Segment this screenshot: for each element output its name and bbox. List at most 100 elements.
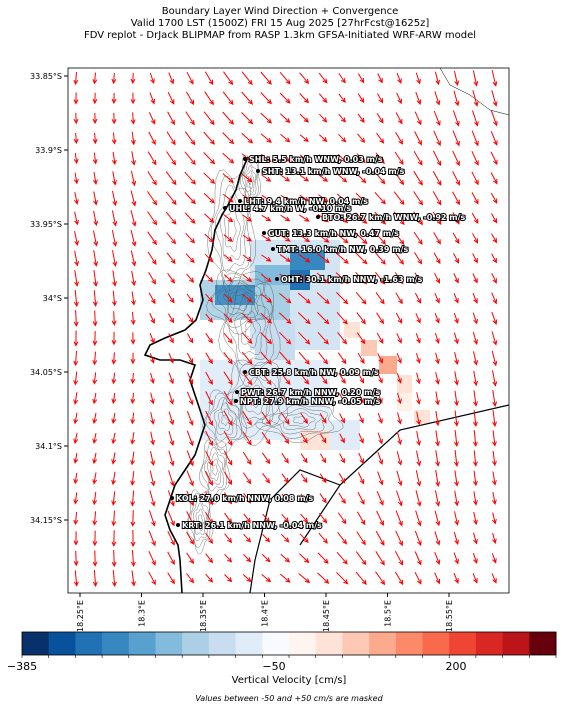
- wind-arrow: [355, 551, 367, 566]
- wind-arrow: [73, 330, 79, 347]
- contour: [244, 320, 256, 340]
- wind-arrow: [298, 234, 311, 243]
- wind-arrow: [374, 251, 386, 265]
- wind-arrow: [377, 353, 383, 364]
- wind-arrow: [73, 112, 79, 125]
- contour: [212, 464, 218, 476]
- lon-label: 18.35°E: [199, 600, 208, 632]
- wind-arrow: [168, 392, 174, 405]
- wind-arrow: [111, 112, 117, 125]
- wind-arrow: [130, 190, 137, 207]
- contour: [254, 399, 344, 444]
- wind-arrow: [279, 371, 291, 385]
- colorbar-segment: [315, 632, 343, 655]
- wind-arrow: [338, 113, 347, 123]
- wind-arrow: [317, 213, 330, 223]
- wind-arrow: [205, 491, 214, 506]
- wind-arrow: [472, 312, 478, 325]
- wind-arrow: [318, 154, 328, 162]
- wind-arrow: [318, 93, 328, 104]
- wind-arrow: [472, 331, 478, 345]
- wind-arrow: [204, 233, 215, 243]
- wind-arrow: [300, 412, 309, 425]
- wind-arrow: [74, 250, 80, 267]
- wind-arrow: [453, 531, 459, 546]
- colorbar-segment: [22, 632, 50, 655]
- map: SHL: 5.5 km/h WNW, 0.03 m/s SHT: 13.1 km/…: [30, 67, 510, 632]
- wind-arrow: [491, 331, 498, 346]
- wind-arrow: [150, 392, 155, 405]
- wind-arrow: [278, 312, 292, 324]
- station-label: SHL: 5.5 km/h WNW, 0.03 m/s: [249, 155, 383, 164]
- contour: [232, 369, 277, 429]
- wind-arrow: [434, 510, 441, 527]
- wind-arrow: [335, 252, 349, 264]
- wind-arrow: [337, 153, 347, 163]
- wind-arrow: [377, 412, 383, 424]
- wind-arrow: [111, 311, 117, 326]
- wind-arrow: [472, 470, 478, 487]
- wind-arrow: [111, 452, 117, 465]
- wind-arrow: [93, 230, 99, 247]
- wind-arrow: [130, 170, 137, 187]
- wind-arrow: [279, 254, 291, 263]
- wind-arrow: [205, 333, 213, 344]
- wind-arrow: [92, 452, 98, 465]
- wind-arrow: [186, 352, 194, 365]
- wind-arrow: [261, 452, 271, 465]
- wind-arrow: [357, 472, 365, 485]
- wind-arrow: [147, 191, 158, 206]
- contour: [244, 384, 267, 415]
- wind-arrow: [280, 412, 290, 425]
- contour: [278, 408, 323, 431]
- stations: SHL: 5.5 km/h WNW, 0.03 m/s SHT: 13.1 km/…: [170, 154, 467, 531]
- wind-arrow: [491, 553, 497, 564]
- wind-arrow: [300, 433, 308, 444]
- wind-arrow: [356, 332, 366, 345]
- wind-arrow: [148, 131, 156, 146]
- colorbar-tick-label: −50: [262, 660, 285, 673]
- wind-arrow: [394, 550, 404, 566]
- wind-arrow: [491, 292, 497, 305]
- wind-arrow: [358, 373, 365, 384]
- wind-arrow: [130, 529, 136, 548]
- axes: 33.85°S 33.9°S 33.95°S 34°S 34.05°S 34.1°S 34.…: [30, 72, 454, 632]
- wind-arrow: [186, 573, 195, 584]
- wind-arrow: [167, 111, 175, 126]
- station-dot: [235, 390, 239, 394]
- wind-arrow: [111, 510, 117, 527]
- wind-arrow: [319, 113, 328, 123]
- wind-arrow: [203, 131, 215, 145]
- colorbar-segment: [48, 632, 76, 655]
- wind-arrow: [377, 432, 383, 445]
- wind-arrow: [395, 312, 403, 324]
- wind-arrow: [491, 430, 497, 447]
- wind-arrow: [185, 232, 196, 244]
- wind-arrow: [73, 570, 79, 587]
- wind-arrow: [490, 172, 498, 185]
- wind-arrow: [452, 212, 460, 225]
- wind-arrow: [414, 551, 422, 566]
- wind-arrow: [318, 532, 328, 544]
- colorbar-tick-label: 200: [446, 660, 467, 673]
- wind-arrow: [453, 430, 459, 448]
- station-dot: [176, 523, 180, 527]
- wind-arrow: [299, 371, 310, 385]
- wind-arrow: [356, 531, 366, 546]
- wind-arrow: [260, 332, 273, 345]
- wind-arrow: [299, 72, 310, 85]
- wind-arrow: [73, 310, 79, 328]
- wind-arrow: [111, 151, 117, 166]
- station-dot: [256, 169, 260, 173]
- wind-arrow: [73, 550, 79, 567]
- wind-arrow: [280, 533, 290, 543]
- wind-arrow: [166, 252, 176, 265]
- wind-arrow: [338, 492, 346, 505]
- wind-arrow: [111, 570, 117, 588]
- wind-arrow: [375, 292, 385, 305]
- wind-arrow: [111, 331, 117, 346]
- wind-arrow: [338, 393, 346, 404]
- wind-arrow: [394, 571, 404, 586]
- wind-arrow: [435, 450, 440, 467]
